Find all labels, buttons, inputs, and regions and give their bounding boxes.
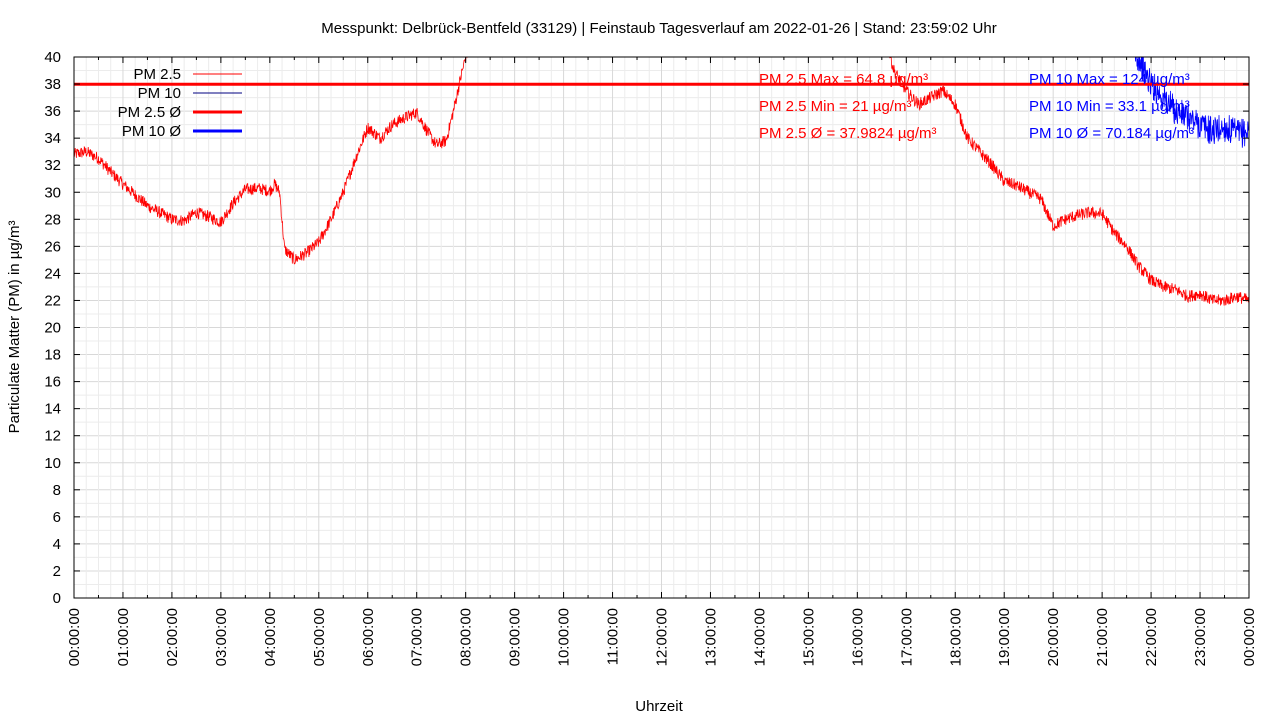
- x-tick-label: 08:00:00: [458, 608, 475, 666]
- y-tick-label: 22: [44, 292, 61, 309]
- x-tick-label: 14:00:00: [751, 608, 768, 666]
- y-tick-label: 32: [44, 157, 61, 174]
- y-tick-label: 30: [44, 184, 61, 201]
- y-tick-label: 8: [53, 482, 61, 499]
- y-tick-label: 12: [44, 428, 61, 445]
- x-tick-label: 11:00:00: [605, 608, 622, 665]
- x-tick-label: 19:00:00: [996, 608, 1013, 666]
- y-tick-label: 0: [53, 590, 61, 607]
- y-tick-label: 18: [44, 347, 61, 364]
- x-tick-label: 00:00:00: [66, 608, 83, 666]
- y-tick-label: 38: [44, 76, 61, 93]
- y-tick-label: 4: [53, 536, 61, 553]
- y-tick-label: 2: [53, 563, 61, 580]
- series-line-pm25: [74, 57, 1249, 306]
- series-line-pm10: [1134, 57, 1249, 148]
- y-tick-label: 16: [44, 374, 61, 391]
- x-tick-label: 16:00:00: [849, 608, 866, 666]
- y-tick-label: 34: [44, 130, 61, 147]
- legend-label-pm10: PM 10: [138, 85, 181, 102]
- annotation-pm10-avg: PM 10 Ø = 70.184 µg/m³: [1029, 125, 1194, 142]
- x-tick-label: 20:00:00: [1045, 608, 1062, 666]
- x-ticks: 00:00:00 01:00:00 02:00:00 03:00:00 04:00:00…: [66, 57, 1258, 666]
- legend: PM 2.5 PM 10 PM 2.5 Ø PM 10 Ø: [118, 66, 242, 140]
- x-tick-label: 22:00:00: [1143, 608, 1160, 666]
- x-tick-label: 01:00:00: [115, 608, 132, 666]
- annotation-pm10-min: PM 10 Min = 33.1 µg/m³: [1029, 98, 1190, 115]
- y-tick-label: 6: [53, 509, 61, 526]
- annotation-pm25-max: PM 2.5 Max = 64.8 µg/m³: [759, 71, 928, 88]
- x-tick-label: 17:00:00: [898, 608, 915, 666]
- legend-label-pm10-avg: PM 10 Ø: [122, 123, 182, 140]
- annotation-pm10-max: PM 10 Max = 124 µg/m³: [1029, 71, 1190, 88]
- x-tick-label: 12:00:00: [654, 608, 671, 666]
- x-tick-label: 15:00:00: [800, 608, 817, 666]
- legend-label-pm25-avg: PM 2.5 Ø: [118, 104, 182, 121]
- x-tick-label: 10:00:00: [556, 608, 573, 666]
- annotation-pm25-avg: PM 2.5 Ø = 37.9824 µg/m³: [759, 125, 936, 142]
- stats-annotations: PM 2.5 Max = 64.8 µg/m³ PM 2.5 Min = 21 …: [759, 71, 1194, 142]
- x-tick-label: 21:00:00: [1094, 608, 1111, 666]
- y-tick-label: 24: [44, 265, 61, 282]
- y-tick-label: 26: [44, 238, 61, 255]
- chart-title: Messpunkt: Delbrück-Bentfeld (33129) | F…: [321, 20, 996, 37]
- y-tick-label: 14: [44, 401, 61, 418]
- x-tick-label: 06:00:00: [360, 608, 377, 666]
- x-tick-label: 13:00:00: [702, 608, 719, 666]
- grid: [73, 56, 1250, 599]
- x-tick-label: 23:00:00: [1192, 608, 1209, 666]
- series-layer: [74, 57, 1249, 306]
- y-tick-label: 10: [44, 455, 61, 472]
- x-axis-label: Uhrzeit: [635, 698, 683, 715]
- legend-label-pm25: PM 2.5: [133, 66, 181, 83]
- y-tick-label: 36: [44, 103, 61, 120]
- x-tick-label: 05:00:00: [311, 608, 328, 666]
- x-tick-label: 09:00:00: [507, 608, 524, 666]
- x-tick-label: 00:00:00: [1241, 608, 1258, 666]
- x-tick-label: 04:00:00: [262, 608, 279, 666]
- y-tick-label: 40: [44, 49, 61, 66]
- x-tick-label: 18:00:00: [947, 608, 964, 666]
- annotation-pm25-min: PM 2.5 Min = 21 µg/m³: [759, 98, 911, 115]
- x-tick-label: 03:00:00: [213, 608, 230, 666]
- y-axis-label: Particulate Matter (PM) in µg/m³: [6, 221, 23, 434]
- x-tick-label: 02:00:00: [164, 608, 181, 666]
- y-tick-label: 28: [44, 211, 61, 228]
- y-tick-label: 20: [44, 320, 61, 337]
- x-tick-label: 07:00:00: [409, 608, 426, 666]
